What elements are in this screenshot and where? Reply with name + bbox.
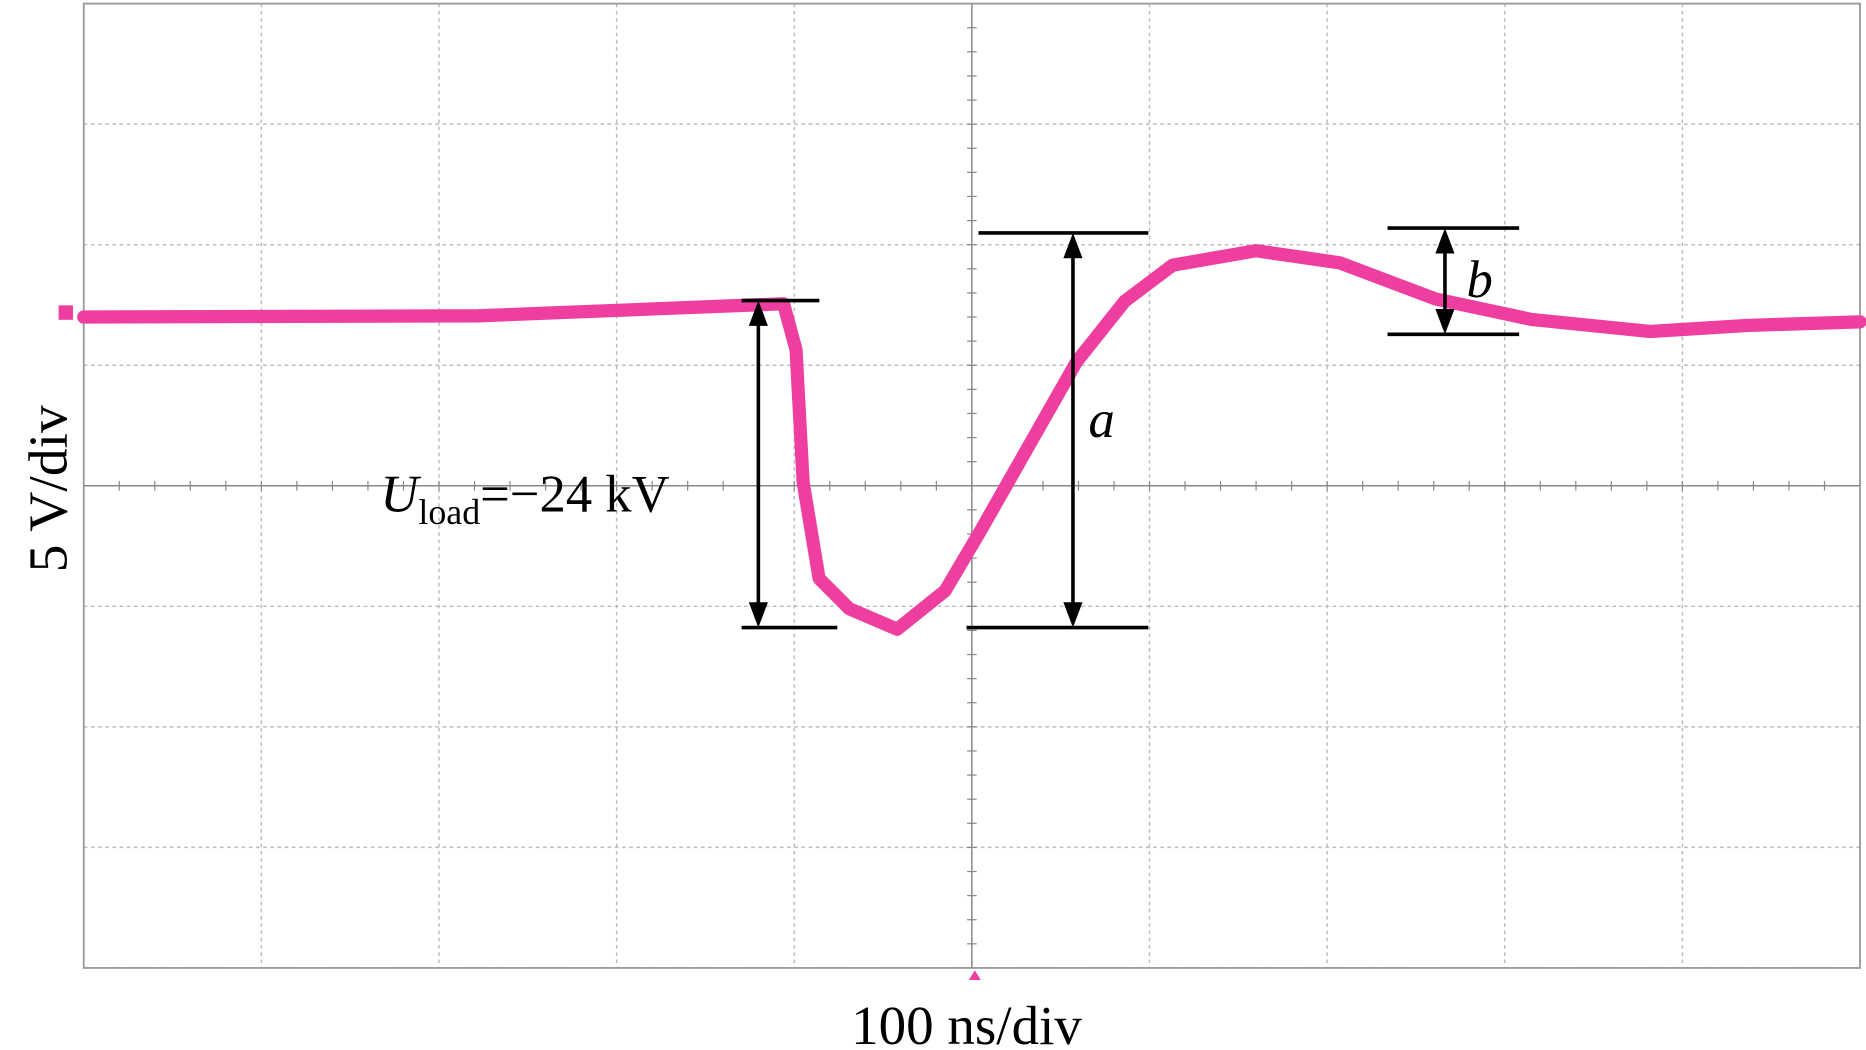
label-b: b <box>1466 251 1492 309</box>
arrowhead <box>1435 228 1455 254</box>
trigger-marker <box>968 970 981 980</box>
arrowhead <box>1063 602 1083 628</box>
annotation-text: =−24 kV <box>480 466 669 524</box>
y-axis-label: 5 V/div <box>18 405 79 572</box>
annotations <box>741 226 1520 630</box>
arrowhead <box>1063 232 1083 259</box>
grid <box>82 2 1861 969</box>
arrowhead <box>748 300 768 326</box>
load-annotation: Uload=−24 kV <box>380 466 669 532</box>
arrowhead <box>748 602 768 628</box>
arrowheads <box>748 228 1455 628</box>
x-axis-label: 100 ns/div <box>851 995 1082 1050</box>
label-a: a <box>1089 391 1115 449</box>
waveform <box>77 244 1866 636</box>
symbol: U <box>380 466 422 524</box>
arrowhead <box>1435 308 1455 335</box>
channel-marker <box>58 305 73 320</box>
subscript: load <box>418 492 480 532</box>
